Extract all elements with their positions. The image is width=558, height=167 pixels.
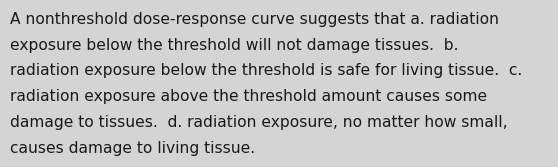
Text: causes damage to living tissue.: causes damage to living tissue.	[10, 141, 255, 156]
Text: damage to tissues.  d. radiation exposure, no matter how small,: damage to tissues. d. radiation exposure…	[10, 115, 508, 130]
Text: radiation exposure above the threshold amount causes some: radiation exposure above the threshold a…	[10, 89, 487, 104]
Text: exposure below the threshold will not damage tissues.  b.: exposure below the threshold will not da…	[10, 38, 459, 53]
Text: radiation exposure below the threshold is safe for living tissue.  c.: radiation exposure below the threshold i…	[10, 63, 522, 78]
Text: A nonthreshold dose-response curve suggests that a. radiation: A nonthreshold dose-response curve sugge…	[10, 12, 499, 27]
